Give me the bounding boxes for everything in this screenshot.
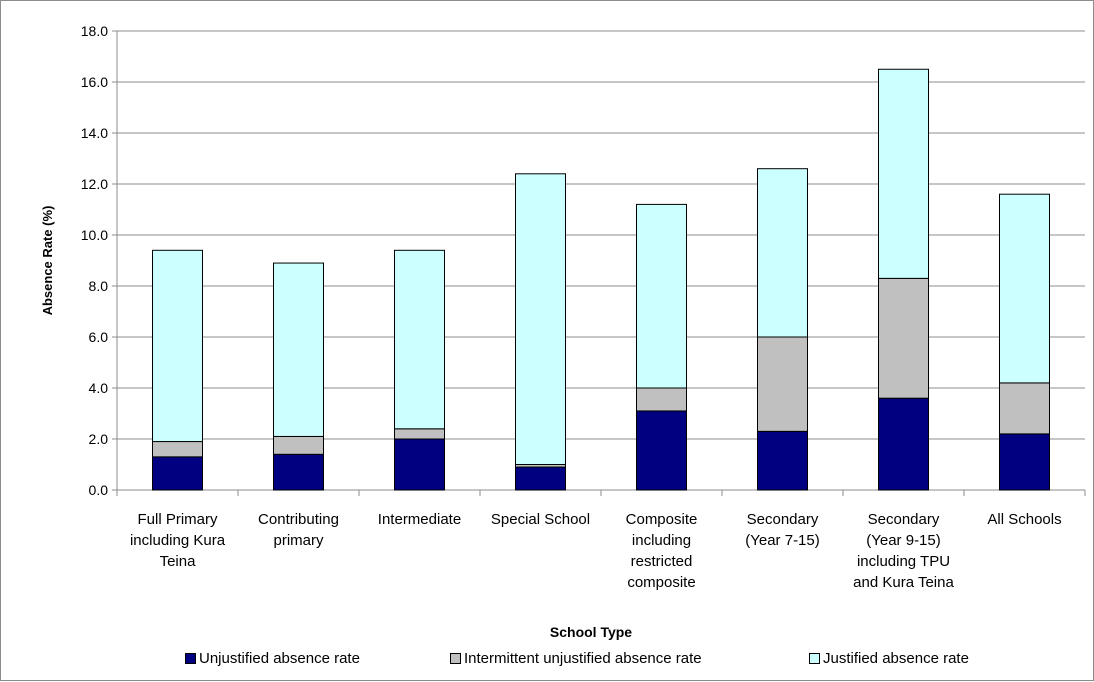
bar-segment (636, 203, 687, 389)
bar-segment (999, 433, 1050, 491)
y-tick-label: 12.0 (81, 176, 108, 192)
bar-segment (394, 428, 445, 440)
y-tick-label: 6.0 (89, 329, 109, 345)
legend-swatch (809, 653, 820, 664)
x-tick-label: Intermediate (378, 511, 461, 528)
x-tick-label: primary (273, 532, 324, 549)
x-tick-label: Contributing (258, 511, 339, 528)
bar-segment (878, 68, 929, 279)
bar-segment (394, 249, 445, 430)
bar-segment (152, 249, 203, 443)
y-axis-label: Absence Rate (%) (40, 206, 55, 316)
legend-swatch (450, 653, 461, 664)
y-tick-label: 2.0 (89, 431, 109, 447)
bar-segment (273, 262, 324, 437)
x-tick-label: Composite (626, 511, 698, 528)
bar-segment (999, 193, 1050, 384)
y-tick-label: 10.0 (81, 227, 108, 243)
x-tick-label: Special School (491, 511, 590, 528)
bar-segment (152, 456, 203, 491)
bar-segment (515, 173, 566, 466)
bar-segment (273, 435, 324, 455)
bar-segment (757, 168, 808, 338)
x-tick-label: restricted (631, 553, 693, 570)
bar-segment (636, 410, 687, 491)
bar-segment (999, 382, 1050, 435)
legend-label: Justified absence rate (823, 650, 969, 667)
x-tick-label: Secondary (747, 511, 819, 528)
legend-item: Unjustified absence rate (185, 650, 360, 667)
legend-swatch (185, 653, 196, 664)
x-axis-label: School Type (550, 624, 632, 640)
x-tick-label: including TPU (857, 553, 950, 570)
y-tick-label: 0.0 (89, 482, 109, 498)
legend-label: Intermittent unjustified absence rate (464, 650, 702, 667)
x-tick-label: Secondary (868, 511, 940, 528)
y-tick-label: 16.0 (81, 74, 108, 90)
x-tick-label: (Year 9-15) (866, 532, 941, 549)
bar-segment (878, 277, 929, 399)
legend-item: Intermittent unjustified absence rate (450, 650, 702, 667)
legend-item: Justified absence rate (809, 650, 969, 667)
bar-segment (152, 441, 203, 458)
y-tick-label: 14.0 (81, 125, 108, 141)
y-tick-label: 8.0 (89, 278, 109, 294)
bar-segment (273, 453, 324, 491)
x-tick-label: including (632, 532, 691, 549)
x-tick-label: All Schools (987, 511, 1061, 528)
x-tick-label: Teina (160, 553, 197, 570)
bar-segment (636, 387, 687, 412)
bar-segment (394, 438, 445, 491)
legend: Unjustified absence rate Intermittent unj… (1, 650, 1094, 670)
x-tick-label: including Kura (130, 532, 226, 549)
bar-segment (757, 430, 808, 491)
x-tick-label: and Kura Teina (853, 574, 954, 591)
x-tick-label: (Year 7-15) (745, 532, 820, 549)
x-tick-label: Full Primary (137, 511, 218, 528)
x-tick-label: composite (627, 574, 695, 591)
bar-segment (515, 466, 566, 491)
bar-segment (878, 397, 929, 491)
y-tick-label: 18.0 (81, 23, 108, 39)
legend-label: Unjustified absence rate (199, 650, 360, 667)
y-tick-label: 4.0 (89, 380, 109, 396)
bar-segment (757, 336, 808, 432)
